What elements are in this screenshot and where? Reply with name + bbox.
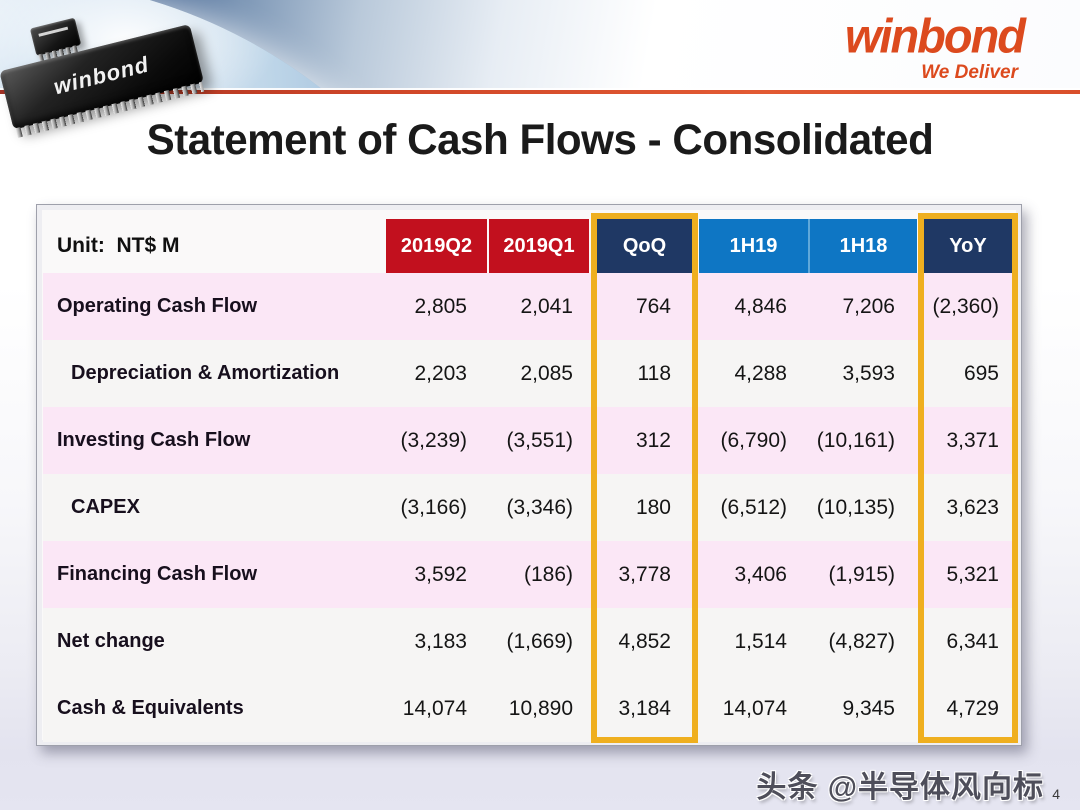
cell-value: (1,669) (506, 630, 573, 653)
cell-value: 118 (637, 362, 671, 385)
cell-value: 14,074 (722, 697, 787, 720)
winbond-logo: winbond We Deliver (844, 8, 1026, 84)
row-stripe (43, 608, 1017, 675)
cell-value: 2,203 (414, 362, 467, 385)
watermark-text: 头条 @半导体风向标 (756, 771, 1044, 804)
cell-value: 764 (635, 295, 671, 318)
cell-value: 312 (635, 429, 671, 452)
cell-value: (10,135) (816, 496, 895, 519)
column-header-qoq: QoQ (597, 219, 692, 273)
cell-value: (3,346) (506, 496, 573, 519)
column-header-1h19: 1H19 (699, 219, 808, 273)
row-label: CAPEX (71, 496, 140, 518)
table-row-investing-cash-flow: Investing Cash Flow (3,239) (3,551) 312 … (43, 407, 1017, 474)
cell-value: (3,166) (400, 496, 467, 519)
chip-body: winbond (0, 24, 205, 138)
cell-value: 9,345 (842, 697, 895, 720)
cell-value: 180 (635, 496, 671, 519)
page-title: Statement of Cash Flows - Consolidated (146, 116, 934, 164)
table-row-cash-equivalents: Cash & Equivalents 14,074 10,890 3,184 1… (43, 675, 1017, 742)
row-stripe (43, 340, 1017, 407)
cell-value: 3,184 (618, 697, 671, 720)
cell-value: 3,623 (946, 496, 999, 519)
cell-value: 1,514 (734, 630, 787, 653)
winbond-tagline: We Deliver (921, 62, 1018, 83)
row-stripe (43, 407, 1017, 474)
row-stripe (43, 675, 1017, 742)
cell-value: (6,790) (720, 429, 787, 452)
cell-value: 2,041 (520, 295, 573, 318)
table-row-net-change: Net change 3,183 (1,669) 4,852 1,514 (4,… (43, 608, 1017, 675)
row-label: Investing Cash Flow (57, 429, 251, 451)
cell-value: 4,852 (618, 630, 671, 653)
cell-value: 3,593 (842, 362, 895, 385)
yoy-highlight-box (918, 213, 1018, 743)
cell-value: 3,371 (946, 429, 999, 452)
cell-value: 3,592 (414, 563, 467, 586)
row-stripe (43, 273, 1017, 340)
winbond-logo-text: winbond (844, 8, 1026, 63)
column-header-2019q1: 2019Q1 (489, 219, 589, 273)
qoq-highlight-box (591, 213, 698, 743)
cell-value: 4,846 (734, 295, 787, 318)
cell-value: 2,085 (520, 362, 573, 385)
cell-value: (4,827) (828, 630, 895, 653)
cell-value: 5,321 (946, 563, 999, 586)
cell-value: 10,890 (508, 697, 573, 720)
row-stripe (43, 541, 1017, 608)
row-label: Financing Cash Flow (57, 563, 258, 585)
cell-value: (10,161) (816, 429, 895, 452)
cell-value: (6,512) (720, 496, 787, 519)
cell-value: 7,206 (842, 295, 895, 318)
cell-value: (186) (523, 563, 573, 586)
table-row-financing-cash-flow: Financing Cash Flow 3,592 (186) 3,778 3,… (43, 541, 1017, 608)
cell-value: 14,074 (402, 697, 467, 720)
table-row-operating-cash-flow: Operating Cash Flow 2,805 2,041 764 4,84… (43, 273, 1017, 340)
cell-value: 695 (963, 362, 999, 385)
row-label: Operating Cash Flow (57, 295, 258, 317)
cell-value: 4,288 (734, 362, 787, 385)
cell-value: 3,183 (414, 630, 467, 653)
column-header-2019q2: 2019Q2 (386, 219, 487, 273)
column-header-1h18: 1H18 (808, 219, 917, 273)
cell-value: 2,805 (414, 295, 467, 318)
column-header-yoy: YoY (924, 219, 1012, 273)
cell-value: 4,729 (946, 697, 999, 720)
page-number: 4 (1052, 786, 1060, 802)
row-label: Depreciation & Amortization (71, 362, 340, 384)
cell-value: (3,239) (400, 429, 467, 452)
row-stripe (43, 474, 1017, 541)
banner-divider (0, 90, 1080, 94)
cell-value: 3,406 (734, 563, 787, 586)
cell-value: 3,778 (618, 563, 671, 586)
cashflow-table: Unit: NT$ M 2019Q2 2019Q1 QoQ 1H19 1H18 … (36, 204, 1022, 746)
cell-value: (2,360) (932, 295, 999, 318)
cell-value: (1,915) (828, 563, 895, 586)
row-label: Cash & Equivalents (57, 697, 244, 719)
table-row-depreciation-amortization: Depreciation & Amortization 2,203 2,085 … (43, 340, 1017, 407)
cell-value: (3,551) (506, 429, 573, 452)
cell-value: 6,341 (946, 630, 999, 653)
row-label: Net change (57, 630, 165, 652)
table-row-capex: CAPEX (3,166) (3,346) 180 (6,512) (10,13… (43, 474, 1017, 541)
unit-label: Unit: NT$ M (57, 234, 180, 257)
